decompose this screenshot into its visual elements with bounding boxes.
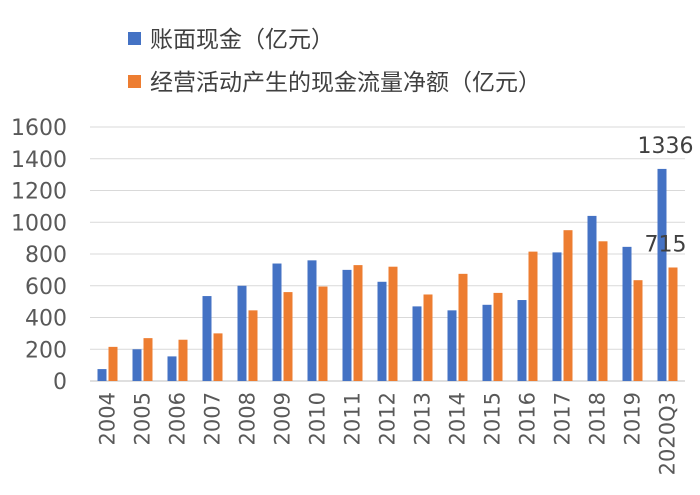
x-tick-label-2015: 2015 <box>481 392 505 445</box>
bar-operating-cashflow-2008 <box>248 310 258 381</box>
bar-cash-2019 <box>622 246 632 381</box>
x-tick-label-2009: 2009 <box>271 392 295 445</box>
bar-operating-cashflow-2014 <box>458 273 468 381</box>
legend-item-cash: 账面现金（亿元） <box>128 20 334 54</box>
x-tick-label-2004: 2004 <box>96 392 120 445</box>
bar-operating-cashflow-2005 <box>143 338 153 381</box>
y-tick-label-400: 400 <box>25 307 67 332</box>
data-label-operating-cashflow-2020Q3: 715 <box>645 232 687 257</box>
bar-cash-2014 <box>447 310 457 381</box>
x-tick-label-2020Q3: 2020Q3 <box>656 392 680 475</box>
bar-cash-2018 <box>587 215 597 381</box>
x-tick-label-2014: 2014 <box>446 392 470 445</box>
x-tick-label-2018: 2018 <box>586 392 610 445</box>
bar-operating-cashflow-2009 <box>283 292 293 381</box>
bar-cash-2007 <box>202 296 212 381</box>
x-tick-label-2006: 2006 <box>166 392 190 445</box>
x-tick-label-2019: 2019 <box>621 392 645 445</box>
y-tick-label-1000: 1000 <box>11 211 67 236</box>
x-tick-label-2011: 2011 <box>341 392 365 445</box>
bar-operating-cashflow-2006 <box>178 339 188 381</box>
bar-operating-cashflow-2020Q3 <box>668 267 678 381</box>
x-tick-label-2010: 2010 <box>306 392 330 445</box>
bar-operating-cashflow-2012 <box>388 266 398 381</box>
x-tick-label-2007: 2007 <box>201 392 225 445</box>
bar-operating-cashflow-2013 <box>423 294 433 381</box>
legend-label-cash: 账面现金（亿元） <box>150 27 334 53</box>
bar-cash-2012 <box>377 281 387 381</box>
data-label-cash-2020Q3: 1336 <box>638 134 694 159</box>
x-tick-label-2008: 2008 <box>236 392 260 445</box>
y-tick-label-1600: 1600 <box>11 116 67 141</box>
x-tick-label-2013: 2013 <box>411 392 435 445</box>
x-tick-label-2017: 2017 <box>551 392 575 445</box>
y-tick-label-1400: 1400 <box>11 148 67 173</box>
bar-cash-2017 <box>552 252 562 381</box>
bar-operating-cashflow-2004 <box>108 346 118 381</box>
bar-operating-cashflow-2007 <box>213 333 223 381</box>
bar-operating-cashflow-2018 <box>598 241 608 381</box>
bar-cash-2016 <box>517 300 527 381</box>
x-tick-label-2005: 2005 <box>131 392 155 445</box>
bar-operating-cashflow-2019 <box>633 280 643 381</box>
bar-cash-2004 <box>97 369 107 381</box>
legend-swatch-cash <box>128 32 141 45</box>
legend-swatch-operating-cashflow <box>128 75 141 88</box>
bar-cash-2006 <box>167 356 177 381</box>
y-tick-label-0: 0 <box>53 370 67 395</box>
y-tick-label-600: 600 <box>25 275 67 300</box>
y-tick-label-800: 800 <box>25 243 67 268</box>
bar-cash-2011 <box>342 269 352 381</box>
bar-operating-cashflow-2011 <box>353 265 363 381</box>
legend-label-operating-cashflow: 经营活动产生的现金流量净额（亿元） <box>150 70 541 96</box>
bar-cash-2010 <box>307 260 317 381</box>
bar-operating-cashflow-2016 <box>528 251 538 381</box>
bar-cash-2008 <box>237 285 247 381</box>
bar-operating-cashflow-2015 <box>493 292 503 381</box>
bar-cash-2013 <box>412 306 422 381</box>
x-tick-label-2016: 2016 <box>516 392 540 445</box>
legend-item-operating-cashflow: 经营活动产生的现金流量净额（亿元） <box>128 63 541 97</box>
bar-cash-2005 <box>132 349 142 381</box>
y-tick-label-200: 200 <box>25 338 67 363</box>
bar-operating-cashflow-2017 <box>563 230 573 381</box>
bar-cash-2009 <box>272 263 282 381</box>
bar-cash-2015 <box>482 304 492 381</box>
y-tick-label-1200: 1200 <box>11 180 67 205</box>
x-tick-label-2012: 2012 <box>376 392 400 445</box>
bar-cash-2020Q3 <box>657 168 667 381</box>
bar-operating-cashflow-2010 <box>318 286 328 381</box>
